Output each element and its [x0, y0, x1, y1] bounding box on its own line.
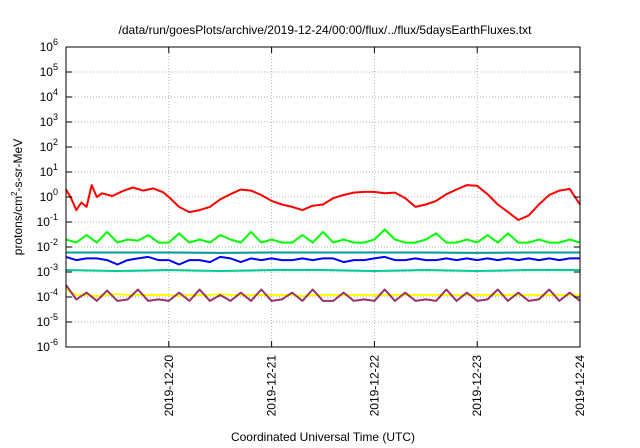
y-tick-label: 10-1: [37, 212, 58, 229]
y-tick-exponent: -4: [50, 287, 58, 297]
x-tick-label: 2019-12-20: [162, 355, 176, 417]
y-tick-base: 10: [40, 165, 54, 179]
y-tick-base: 10: [37, 240, 51, 254]
y-tick-label: 10-4: [37, 287, 58, 304]
series-line-3: [65, 255, 580, 266]
series-line-7: [65, 284, 581, 302]
y-tick-base: 10: [37, 340, 51, 354]
y-tick-exponent: 1: [53, 162, 58, 172]
x-tick-label: 2019-12-21: [265, 355, 279, 417]
y-tick-exponent: 3: [53, 112, 58, 122]
y-tick-base: 10: [37, 215, 51, 229]
x-tick-label: 2019-12-24: [573, 355, 587, 417]
x-axis-label: Coordinated Universal Time (UTC): [231, 430, 415, 444]
y-tick-label: 105: [40, 62, 58, 79]
y-tick-exponent: 2: [53, 137, 58, 147]
series-layer: [65, 184, 581, 302]
y-tick-exponent: 0: [53, 187, 58, 197]
y-tick-base: 10: [40, 190, 54, 204]
x-tick-label: 2019-12-23: [470, 355, 484, 417]
y-tick-base: 10: [40, 90, 54, 104]
series-line-1: [65, 184, 581, 221]
y-tick-exponent: 6: [53, 37, 58, 47]
y-tick-label: 101: [40, 162, 58, 179]
y-tick-base: 10: [40, 65, 54, 79]
y-axis-label-pre: protons/cm: [11, 196, 25, 255]
y-tick-base: 10: [40, 140, 54, 154]
y-tick-exponent: -6: [50, 337, 58, 347]
y-tick-base: 10: [40, 40, 54, 54]
y-tick-label: 10-6: [37, 337, 58, 354]
y-tick-exponent: -2: [50, 237, 58, 247]
series-line-5: [65, 269, 580, 272]
chart-title: /data/run/goesPlots/archive/2019-12-24/0…: [119, 23, 533, 37]
y-axis-label-sup: 2: [10, 191, 19, 196]
y-tick-label: 102: [40, 137, 58, 154]
series-line-2: [65, 228, 581, 244]
y-tick-exponent: -1: [50, 212, 58, 222]
y-axis-label-post: -s-sr-MeV: [11, 139, 25, 192]
y-tick-base: 10: [37, 265, 51, 279]
y-tick-label: 10-2: [37, 237, 58, 254]
y-tick-label: 103: [40, 112, 58, 129]
y-axis: 10-610-510-410-310-210-11001011021031041…: [37, 37, 580, 354]
y-tick-label: 10-3: [37, 262, 58, 279]
x-tick-label: 2019-12-22: [367, 355, 381, 417]
y-tick-label: 10-5: [37, 312, 58, 329]
y-tick-base: 10: [40, 115, 54, 129]
y-tick-label: 104: [40, 87, 58, 104]
y-tick-label: 106: [40, 37, 58, 54]
series-line-6: [65, 288, 580, 297]
y-tick-exponent: -3: [50, 262, 58, 272]
y-tick-label: 100: [40, 187, 58, 204]
y-tick-exponent: 4: [53, 87, 58, 97]
y-tick-exponent: 5: [53, 62, 58, 72]
y-tick-base: 10: [37, 315, 51, 329]
y-tick-exponent: -5: [50, 312, 58, 322]
y-tick-base: 10: [37, 290, 51, 304]
y-axis-label: protons/cm2-s-sr-MeV: [10, 139, 25, 255]
x-axis: 2019-12-20 2019-12-21 2019-12-22 2019-12-23…: [162, 47, 587, 416]
